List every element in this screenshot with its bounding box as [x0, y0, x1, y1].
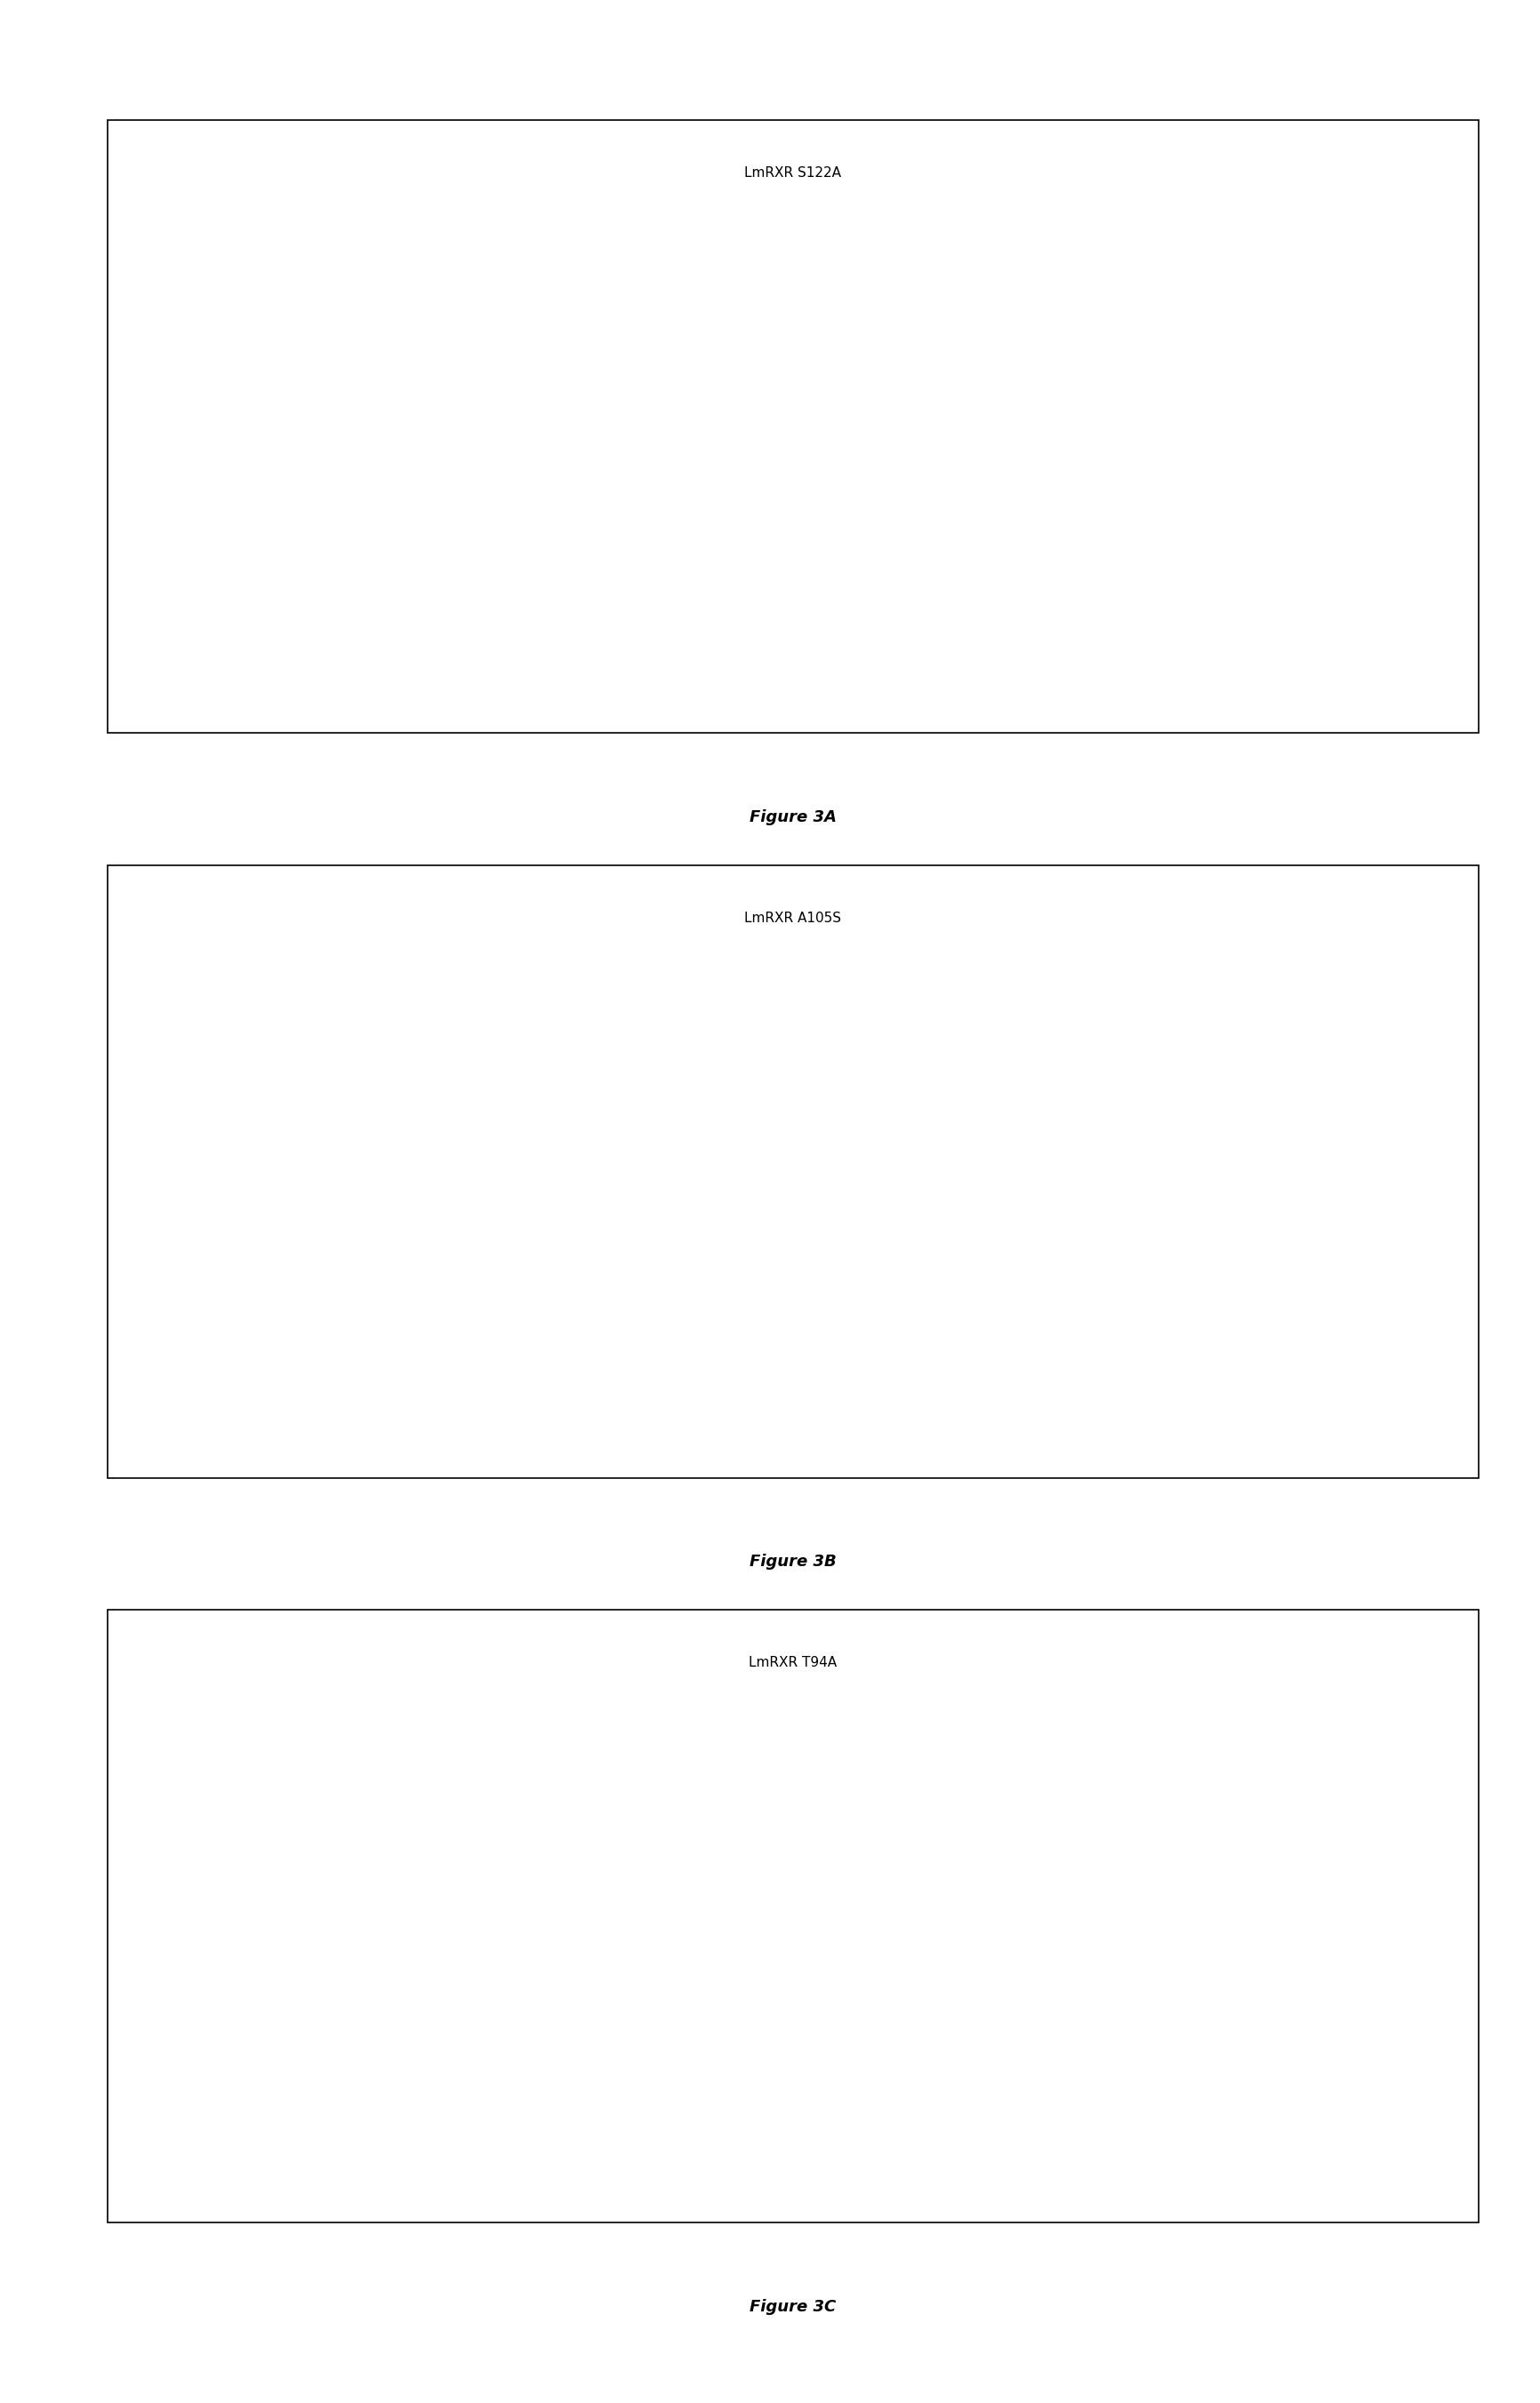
Text: Figure 3B: Figure 3B: [750, 1555, 836, 1569]
Bar: [1323, 1074, 1401, 1363]
Bar: [608, 478, 687, 618]
Bar: [608, 1992, 687, 2107]
Bar: [1038, 1882, 1116, 2107]
Bar: [1038, 1113, 1116, 1363]
Y-axis label: Luciferase activity
(RLU/µg protein): Luciferase activity (RLU/µg protein): [214, 375, 239, 478]
Bar: [752, 1216, 830, 1363]
Text: LmRXR A105S: LmRXR A105S: [745, 911, 841, 925]
Bar: [895, 454, 973, 618]
Bar: [1180, 1067, 1258, 1363]
Bar: [895, 1144, 973, 1363]
Y-axis label: Luciferase activity
(RLU/µg protein): Luciferase activity (RLU/µg protein): [214, 1120, 239, 1223]
Bar: [467, 2023, 545, 2107]
Bar: [1323, 1843, 1401, 2107]
Text: Figure 3C: Figure 3C: [750, 2300, 836, 2314]
X-axis label: Methoxyfenozide (nM): Methoxyfenozide (nM): [801, 1384, 924, 1396]
Bar: [1180, 1788, 1258, 2107]
Bar: [467, 1254, 545, 1363]
Bar: [323, 2057, 402, 2107]
Bar: [895, 1903, 973, 2107]
Text: Figure 3A: Figure 3A: [750, 810, 836, 824]
X-axis label: Methoxyfenozide (nM): Methoxyfenozide (nM): [801, 2129, 924, 2141]
Bar: [467, 497, 545, 618]
Bar: [323, 1314, 402, 1363]
Bar: [752, 1918, 830, 2107]
Text: LmRXR S122A: LmRXR S122A: [745, 166, 841, 180]
Bar: [1180, 327, 1258, 618]
Text: LmRXR T94A: LmRXR T94A: [748, 1656, 838, 1670]
Bar: [608, 1230, 687, 1363]
Bar: [752, 430, 830, 618]
Bar: [323, 555, 402, 618]
Bar: [1323, 312, 1401, 618]
X-axis label: Methoxyfenozide (nM): Methoxyfenozide (nM): [801, 639, 924, 651]
Y-axis label: Luciferase activity
(RLU/ µg protein): Luciferase activity (RLU/ µg protein): [214, 1865, 239, 1968]
Bar: [1038, 404, 1116, 618]
